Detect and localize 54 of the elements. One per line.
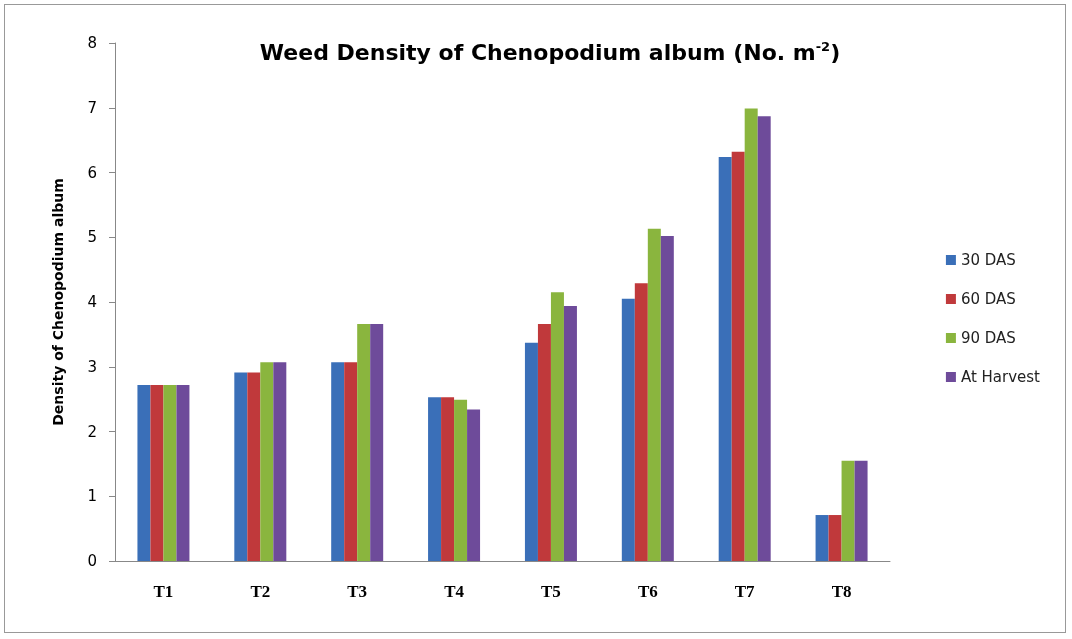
y-tick-label: 6 xyxy=(87,163,97,182)
y-tick-label: 0 xyxy=(87,552,97,570)
bar xyxy=(757,116,771,561)
bar xyxy=(841,460,855,561)
bar xyxy=(344,362,358,561)
bar xyxy=(718,156,732,561)
bar xyxy=(660,235,674,561)
y-tick-label: 1 xyxy=(87,487,97,506)
bar xyxy=(744,108,758,561)
bar xyxy=(621,298,635,561)
y-tick-label: 4 xyxy=(87,293,97,311)
bar xyxy=(854,460,868,561)
y-tick-label: 7 xyxy=(87,98,97,117)
bar xyxy=(273,362,287,561)
bar xyxy=(647,228,661,561)
legend-label: 30 DAS xyxy=(960,251,1016,269)
bar xyxy=(357,324,371,561)
y-tick-label: 3 xyxy=(87,357,97,376)
x-tick-label: T5 xyxy=(541,582,561,601)
bar xyxy=(815,515,829,561)
legend-label: 60 DAS xyxy=(960,290,1016,308)
bar xyxy=(563,305,577,561)
bar xyxy=(260,362,274,561)
y-tick-label: 5 xyxy=(87,228,97,247)
bar xyxy=(247,372,261,561)
bar xyxy=(370,324,384,561)
bar xyxy=(176,384,190,561)
legend-label: At Harvest xyxy=(960,368,1041,386)
bar xyxy=(331,362,345,561)
y-tick-label: 8 xyxy=(87,34,97,52)
bar xyxy=(163,384,177,561)
bar xyxy=(634,283,648,561)
bar xyxy=(828,515,842,561)
y-axis-title: Density of Chenopodium album xyxy=(50,178,66,426)
x-tick-label: T8 xyxy=(831,582,852,601)
x-tick-label: T7 xyxy=(734,582,756,601)
bar xyxy=(550,292,564,561)
x-tick-label: T3 xyxy=(347,582,368,601)
bar xyxy=(454,399,468,561)
bar xyxy=(524,342,538,561)
legend-label: 90 DAS xyxy=(960,329,1016,347)
bar xyxy=(441,397,455,561)
bar xyxy=(234,372,248,561)
y-tick-label: 2 xyxy=(87,422,97,441)
bar xyxy=(537,324,551,561)
x-tick-label: T1 xyxy=(153,582,174,601)
bar xyxy=(150,384,164,561)
bar xyxy=(731,151,745,561)
x-tick-label: T2 xyxy=(250,582,271,601)
x-tick-label: T4 xyxy=(444,582,465,601)
bar xyxy=(137,384,151,561)
bar xyxy=(467,409,481,561)
bar xyxy=(428,397,442,561)
x-tick-label: T6 xyxy=(637,582,658,601)
